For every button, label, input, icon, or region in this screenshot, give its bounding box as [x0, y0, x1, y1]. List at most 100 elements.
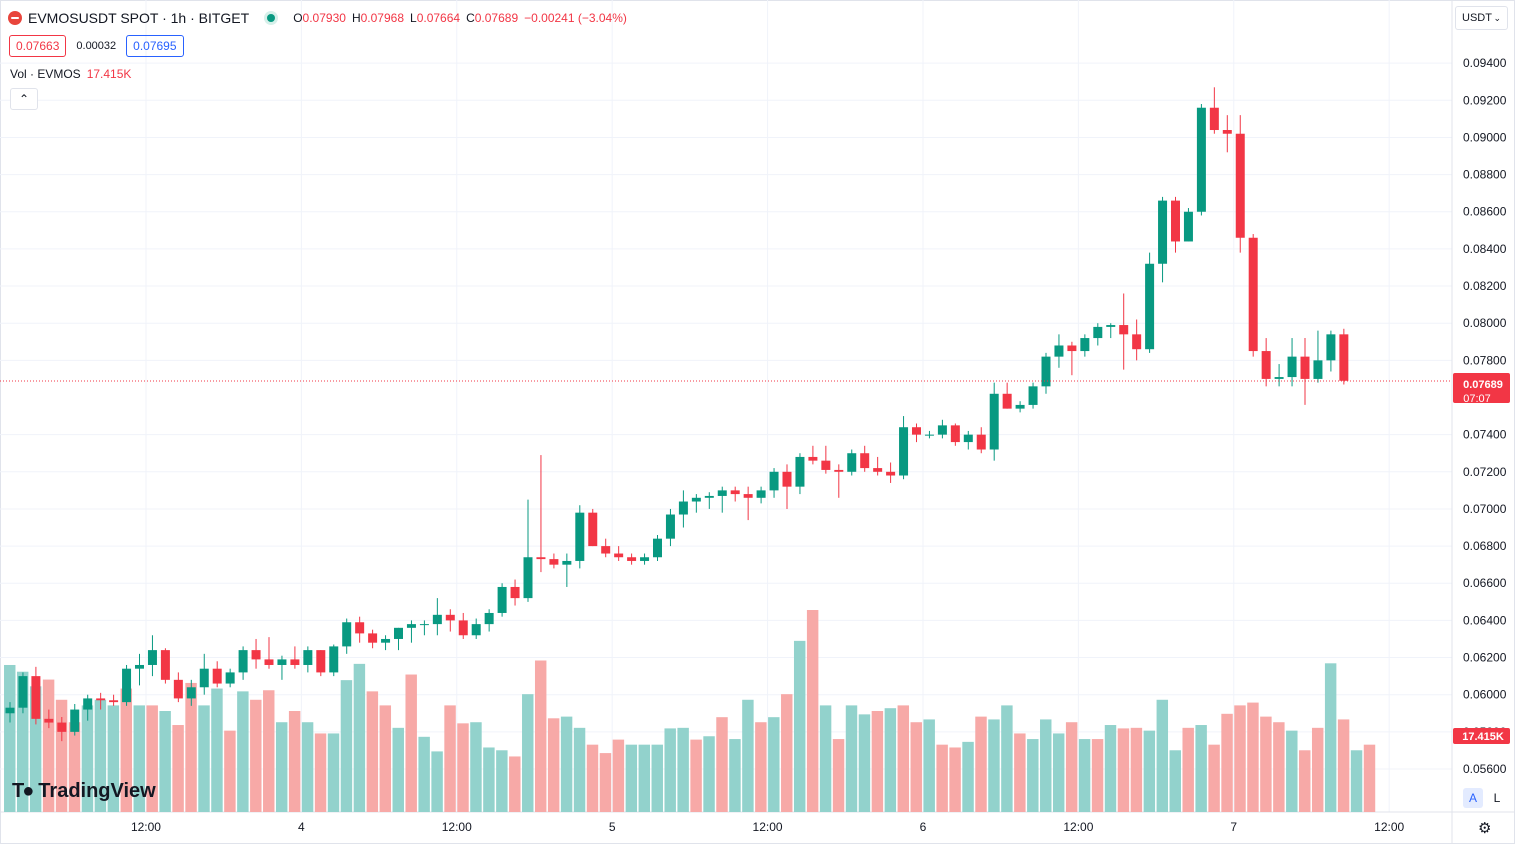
volume-tag	[1453, 728, 1510, 744]
candle-body	[769, 471, 779, 491]
volume-bar	[327, 733, 340, 812]
close-value: 0.07689	[474, 11, 519, 25]
volume-bar	[625, 744, 638, 812]
candle-body	[445, 614, 455, 621]
buy-price-button[interactable]: 0.07695	[126, 35, 184, 57]
volume-bar	[1001, 705, 1013, 812]
volume-bar	[288, 711, 301, 812]
volume-bar	[81, 705, 94, 812]
volume-bar	[29, 686, 42, 812]
volume-bar	[1027, 739, 1039, 812]
volume-bar	[509, 756, 521, 812]
candle-body	[588, 512, 598, 547]
candle-body	[886, 471, 896, 476]
symbol-title[interactable]: EVMOSUSDT SPOT · 1h · BITGET	[28, 10, 250, 26]
candle-body	[1287, 356, 1297, 378]
collapse-legend-button[interactable]: ⌃	[10, 88, 38, 110]
volume-bar	[547, 718, 560, 812]
high-value: 0.07968	[360, 11, 404, 25]
price-tick-label: 0.08200	[1463, 279, 1507, 293]
volume-bars	[4, 610, 1376, 812]
ohlc-legend: O0.07930 H0.07968 L0.07664 C0.07689 −0.0…	[293, 11, 627, 25]
candle-body	[251, 650, 261, 660]
volume-bar	[159, 711, 171, 812]
volume-tag-label: 17.415K	[1462, 731, 1504, 743]
candle-body	[627, 557, 637, 561]
auto-scale-button[interactable]: A	[1463, 788, 1483, 808]
candle-body	[31, 676, 41, 719]
price-tick-label: 0.06000	[1463, 688, 1507, 702]
volume-bar	[1273, 722, 1285, 812]
candle-body	[381, 638, 391, 643]
candle-body	[912, 427, 921, 435]
time-tick-label: 12:00	[442, 820, 472, 834]
tradingview-logo[interactable]: T● TradingView	[12, 780, 156, 803]
candle-body	[601, 546, 611, 554]
volume-bar	[1130, 727, 1143, 812]
chevron-down-icon: ⌄	[1493, 12, 1501, 23]
volume-bar	[599, 753, 612, 812]
volume-bar	[534, 660, 547, 812]
volume-bar	[832, 739, 845, 812]
volume-bar	[172, 725, 184, 812]
currency-selector[interactable]: USDT ⌄	[1455, 6, 1508, 30]
currency-label: USDT	[1462, 12, 1492, 24]
price-tick-label: 0.07000	[1463, 502, 1507, 516]
candle-body	[575, 512, 585, 561]
candle-body	[1171, 200, 1180, 242]
candle-body	[1209, 107, 1219, 131]
candle-body	[122, 668, 132, 703]
candle-body	[1158, 200, 1168, 264]
candle-body	[1067, 345, 1077, 352]
volume-bar	[198, 705, 210, 812]
candle-body	[1274, 377, 1284, 379]
candle-body	[1080, 338, 1090, 352]
volume-bar	[1040, 719, 1052, 812]
candle-body	[1132, 334, 1142, 350]
volume-bar	[1091, 739, 1104, 812]
candle-body	[1015, 404, 1025, 409]
volume-bar	[1065, 722, 1078, 812]
price-tick-label: 0.09400	[1463, 56, 1507, 70]
volume-bar	[1247, 702, 1259, 812]
volume-bar	[314, 733, 327, 812]
candle-body	[782, 471, 792, 487]
price-tick-label: 0.09000	[1463, 130, 1507, 144]
price-tick-label: 0.08800	[1463, 168, 1507, 182]
spread-value: 0.00032	[76, 40, 117, 52]
volume-bar	[1221, 713, 1233, 812]
candle-body	[1222, 130, 1232, 134]
candle-body	[1119, 325, 1129, 335]
candle-body	[471, 624, 481, 636]
candle-body	[225, 672, 235, 684]
price-axis: 0.09400 0.09200 0.09000 0.08800 0.08600 0.084…	[1463, 56, 1507, 776]
candle-body	[1248, 237, 1258, 352]
candle-body	[83, 698, 93, 710]
candle-body	[717, 490, 727, 496]
candle-body	[899, 427, 909, 476]
volume-bar	[94, 699, 107, 812]
candle-body	[135, 664, 144, 669]
candle-body	[937, 425, 947, 435]
candle-body	[1235, 133, 1245, 238]
volume-bar	[107, 705, 120, 812]
volume-bar	[962, 741, 974, 812]
volume-bar	[250, 699, 262, 812]
time-tick-label: 12:00	[131, 820, 161, 834]
volume-bar	[1182, 727, 1194, 812]
volume-bar	[560, 716, 573, 812]
log-scale-button[interactable]: L	[1487, 788, 1507, 808]
candle-body	[1313, 360, 1323, 379]
candle-body	[458, 620, 468, 636]
candle-body	[691, 497, 701, 502]
candle-body	[303, 650, 313, 665]
candle-body	[562, 560, 572, 565]
volume-bar	[742, 699, 754, 812]
volume-bar	[1363, 744, 1376, 812]
volume-bar	[664, 728, 676, 812]
gear-icon[interactable]: ⚙	[1478, 820, 1492, 837]
volume-bar	[806, 610, 819, 812]
candle-body	[419, 624, 429, 626]
sell-price-button[interactable]: 0.07663	[9, 35, 67, 57]
